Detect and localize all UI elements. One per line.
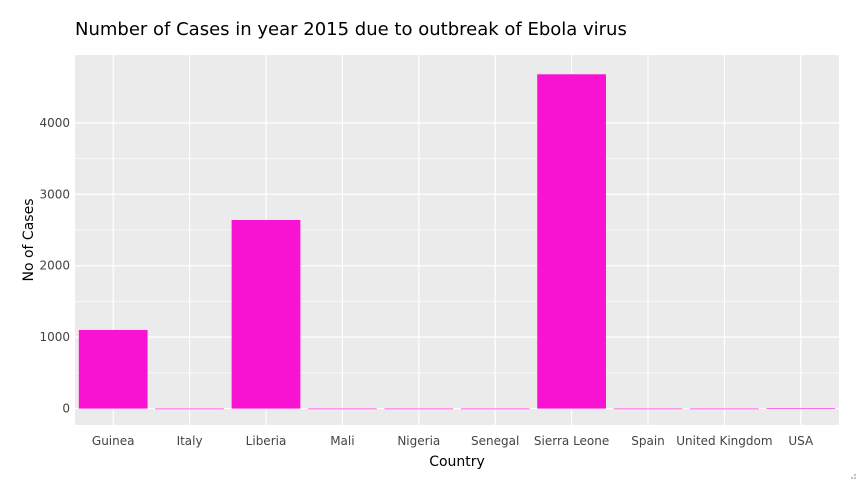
bar: [460, 408, 530, 410]
x-tick-label: United Kingdom: [676, 434, 772, 448]
x-tick-label: Senegal: [471, 434, 519, 448]
x-axis-ticks: Guinea Italy Liberia Mali Nigeria Senegal Sier…: [92, 434, 814, 448]
bar: [384, 408, 454, 410]
x-tick-label: Spain: [631, 434, 665, 448]
bars: [78, 74, 836, 410]
x-tick-label: Italy: [177, 434, 203, 448]
bar: [613, 408, 683, 410]
y-tick-label: 0: [62, 402, 70, 416]
x-tick-label: Sierra Leone: [534, 434, 609, 448]
grid-lines: [75, 55, 839, 425]
bar: [155, 408, 224, 410]
plot-panel: [75, 55, 839, 425]
x-tick-label: Guinea: [92, 434, 135, 448]
resize-handle[interactable]: [848, 471, 856, 479]
bar: [308, 408, 377, 410]
x-tick-label: USA: [788, 434, 814, 448]
y-tick-label: 4000: [39, 116, 70, 130]
bar: [231, 220, 301, 409]
y-tick-label: 3000: [39, 187, 70, 201]
chart-title: Number of Cases in year 2015 due to outb…: [75, 19, 627, 40]
bar: [766, 408, 836, 409]
bar: [537, 74, 606, 409]
x-tick-label: Nigeria: [397, 434, 440, 448]
y-axis-title: No of Cases: [21, 199, 37, 282]
bar: [690, 408, 759, 410]
x-axis-title: Country: [429, 454, 485, 470]
y-axis-ticks: 0 1000 2000 3000 4000: [39, 116, 70, 416]
bar: [78, 330, 148, 409]
y-tick-label: 1000: [39, 330, 70, 344]
x-tick-label: Mali: [330, 434, 354, 448]
y-tick-label: 2000: [39, 259, 70, 273]
x-tick-label: Liberia: [246, 434, 287, 448]
